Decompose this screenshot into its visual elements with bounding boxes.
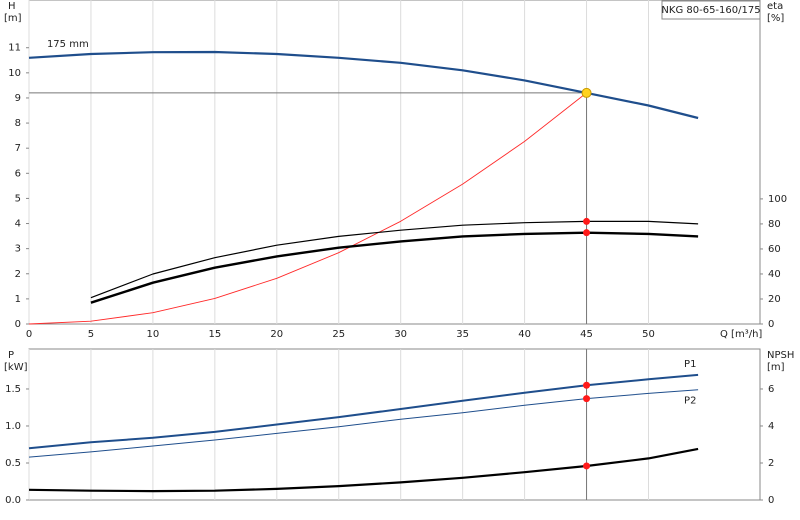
x-tick-label: 50 (642, 329, 655, 340)
duty-dot (583, 395, 591, 403)
plot-frame (28, 348, 761, 501)
y2-tick-label: 80 (768, 219, 781, 230)
x-tick-label: 40 (518, 329, 531, 340)
y2-tick-label: 100 (768, 194, 787, 205)
y-axis-label: H (8, 1, 16, 12)
y-tick-label: 11 (8, 43, 21, 54)
y-tick-label: 1.0 (5, 421, 21, 432)
curve (28, 373, 699, 450)
y-tick-label: 8 (15, 118, 21, 129)
y2-axis-unit: [%] (767, 13, 784, 24)
y2-tick-label: 0 (768, 495, 774, 506)
y-tick-label: 2 (15, 269, 21, 280)
y-axis-label: P (8, 350, 14, 361)
duty-dot (583, 229, 591, 237)
curve (90, 231, 699, 304)
curve (90, 220, 699, 299)
plot-frame (28, 0, 761, 325)
y2-tick-label: 20 (768, 294, 781, 305)
y-tick-label: 3 (15, 244, 21, 255)
y-tick-label: 6 (15, 168, 21, 179)
x-tick-label: 25 (332, 329, 345, 340)
duty-dot (583, 462, 591, 470)
y-axis-unit: [m] (4, 13, 22, 24)
y2-tick-label: 2 (768, 458, 774, 469)
x-tick-label: 30 (394, 329, 407, 340)
curve (28, 389, 699, 458)
x-tick-label: 10 (147, 329, 160, 340)
title-box (661, 0, 761, 20)
series-label: P1 (684, 359, 696, 370)
curve (28, 447, 699, 493)
duty-dot (583, 217, 591, 225)
y2-tick-label: 0 (768, 319, 774, 330)
x-tick-label: 45 (580, 329, 593, 340)
duty-dot (583, 381, 591, 389)
y2-axis-label: NPSH (767, 350, 794, 361)
x-tick-label: 20 (270, 329, 283, 340)
chart-title: NKG 80-65-160/175 (661, 5, 760, 16)
x-axis-label: Q [m³/h] (720, 329, 762, 340)
y2-tick-label: 6 (768, 384, 774, 395)
x-tick-label: 15 (208, 329, 221, 340)
y-tick-label: 1 (15, 294, 21, 305)
y-axis-unit: [kW] (4, 362, 28, 373)
x-tick-label: 0 (26, 329, 32, 340)
y-tick-label: 1.5 (5, 384, 21, 395)
curve (28, 50, 699, 120)
y-tick-label: 9 (15, 93, 21, 104)
series-label: P2 (684, 396, 696, 407)
y2-tick-label: 40 (768, 269, 781, 280)
y2-axis-label: eta (767, 1, 783, 12)
y-tick-label: 0.0 (5, 495, 21, 506)
curve (28, 92, 587, 325)
y-tick-label: 7 (15, 143, 21, 154)
y-tick-label: 4 (15, 219, 21, 230)
y-tick-label: 0.5 (5, 458, 21, 469)
series-label: 175 mm (47, 39, 89, 50)
y-tick-label: 10 (8, 68, 21, 79)
x-tick-label: 5 (88, 329, 94, 340)
y2-tick-label: 60 (768, 244, 781, 255)
x-tick-label: 35 (456, 329, 469, 340)
y-tick-label: 5 (15, 193, 21, 204)
y2-tick-label: 4 (768, 421, 774, 432)
duty-point (581, 87, 592, 98)
y2-axis-unit: [m] (767, 362, 785, 373)
y-tick-label: 0 (15, 319, 21, 330)
